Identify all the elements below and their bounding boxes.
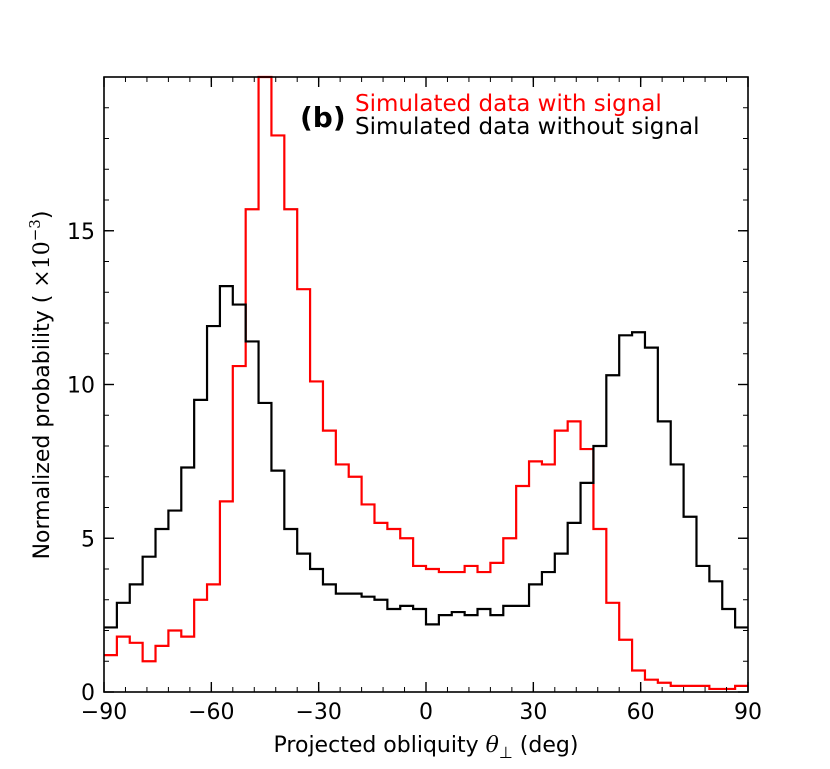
series-without-signal — [104, 285, 748, 629]
series-layer — [104, 75, 748, 691]
tick-layer: −90 −60 −30 0 30 60 90 0 5 10 15 — [67, 76, 762, 725]
legend-entry-without-signal: Simulated data without signal — [355, 114, 699, 140]
x-tick-label: 0 — [419, 700, 433, 725]
series-step-line — [104, 75, 748, 691]
y-tick-label: 10 — [67, 374, 95, 399]
y-axis-label: Normalized probability ( ×10−3) — [26, 211, 55, 560]
x-tick-label: 90 — [734, 700, 762, 725]
y-tick-label: 15 — [67, 220, 95, 245]
x-tick-label: −60 — [188, 700, 234, 725]
x-tick-label: −30 — [295, 700, 341, 725]
x-axis-label: Projected obliquity θ⊥ (deg) — [274, 733, 579, 762]
series-step-line — [104, 285, 748, 629]
y-tick-label: 0 — [81, 681, 95, 706]
panel-label: (b) — [300, 101, 346, 134]
series-with-signal — [104, 75, 748, 691]
x-tick-label: 60 — [627, 700, 655, 725]
y-tick-label: 5 — [81, 527, 95, 552]
x-tick-label: 30 — [519, 700, 547, 725]
x-tick-label: −90 — [81, 700, 127, 725]
legend-entry-with-signal: Simulated data with signal — [355, 91, 662, 117]
